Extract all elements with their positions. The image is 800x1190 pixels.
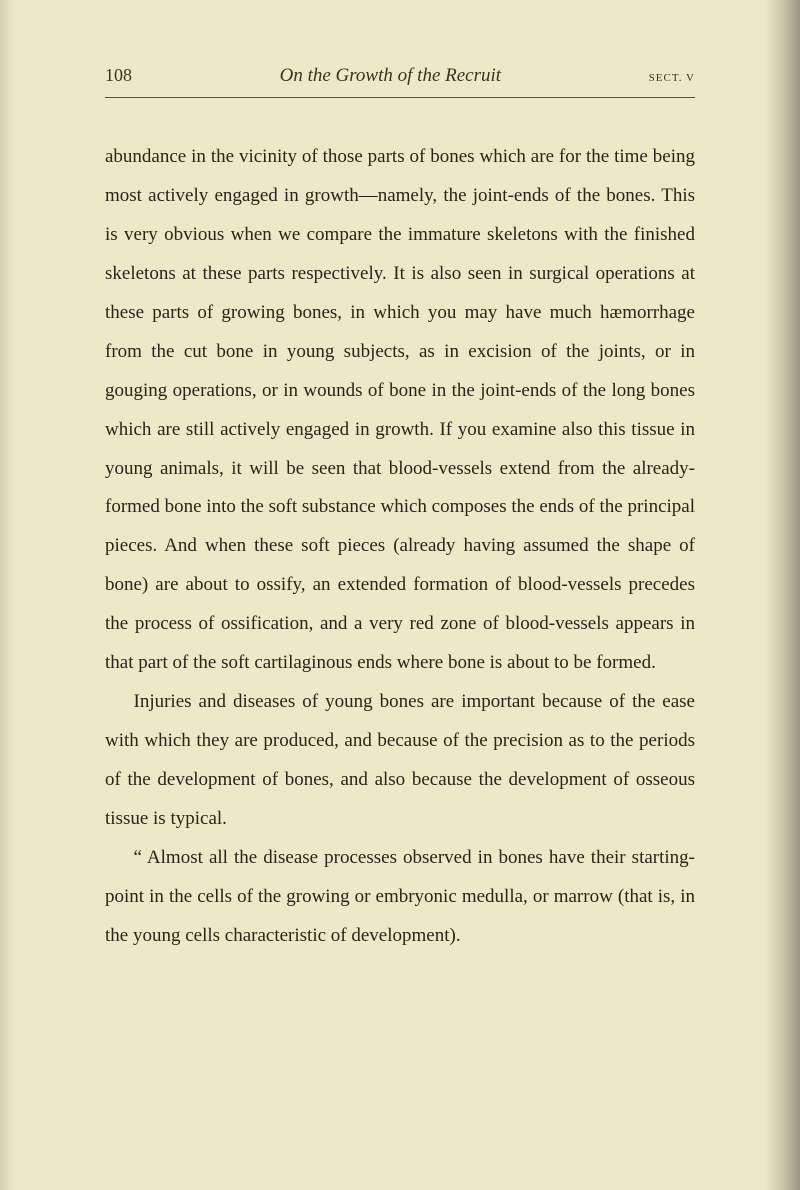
body-text: abundance in the vicinity of those parts… bbox=[105, 138, 695, 956]
page-header: 108 On the Growth of the Recruit SECT. V bbox=[105, 65, 695, 98]
page-edge-shadow-right bbox=[765, 0, 800, 1190]
page-number: 108 bbox=[105, 65, 132, 86]
page-content: 108 On the Growth of the Recruit SECT. V… bbox=[0, 0, 800, 1006]
section-label: SECT. V bbox=[649, 72, 695, 84]
page-edge-shadow-left bbox=[0, 0, 15, 1190]
running-title: On the Growth of the Recruit bbox=[132, 65, 649, 87]
paragraph-1: abundance in the vicinity of those parts… bbox=[105, 138, 695, 683]
paragraph-2: Injuries and diseases of young bones are… bbox=[105, 683, 695, 839]
paragraph-3: “ Almost all the disease processes obser… bbox=[105, 839, 695, 956]
